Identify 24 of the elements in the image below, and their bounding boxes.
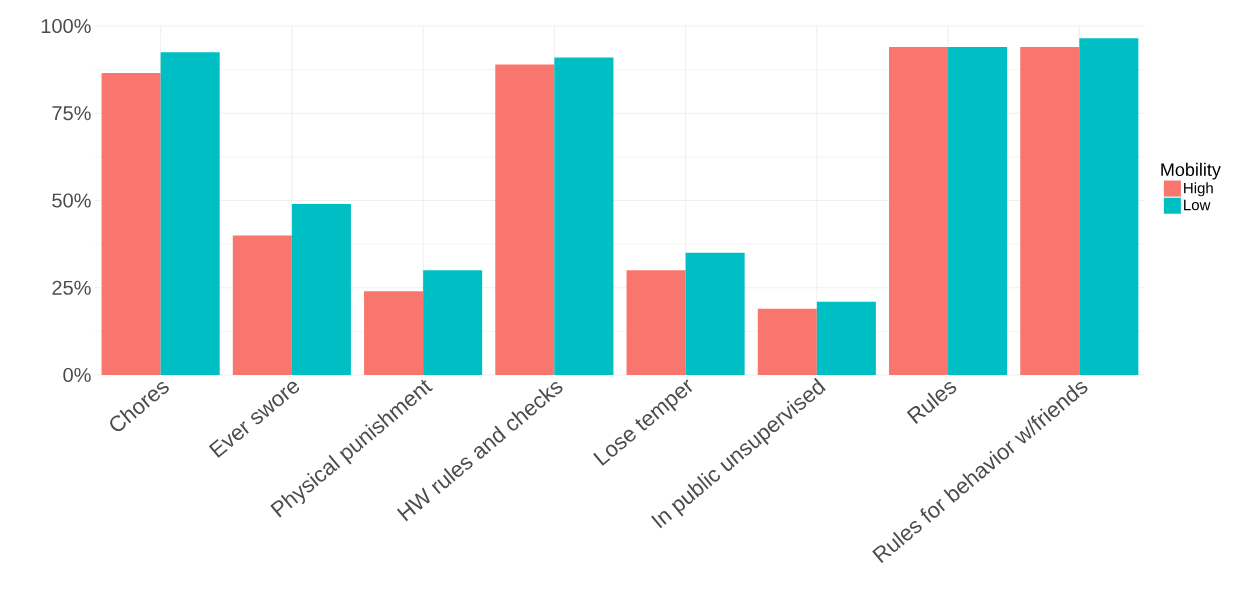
bar	[291, 203, 351, 375]
bar	[889, 46, 949, 375]
y-tick-label: 100%	[41, 18, 91, 34]
bar	[232, 235, 292, 375]
y-tick-label: 75%	[52, 106, 91, 121]
bar	[1020, 46, 1080, 375]
bar	[948, 46, 1008, 375]
legend-label: Low	[1184, 199, 1211, 211]
legend-title: Mobility	[1161, 162, 1221, 180]
bar	[101, 73, 161, 375]
bar	[160, 52, 220, 375]
y-tick-label: 50%	[52, 193, 91, 208]
bar	[757, 308, 817, 375]
legend-label: High	[1184, 182, 1213, 197]
bar	[554, 57, 614, 375]
bar	[816, 301, 876, 375]
y-tick-label: 0%	[63, 367, 91, 383]
bar	[1079, 38, 1139, 375]
y-tick-label: 25%	[52, 280, 91, 295]
bar	[495, 64, 555, 375]
bar	[364, 291, 424, 375]
bar	[685, 252, 745, 375]
bar	[626, 270, 686, 375]
bar	[423, 270, 483, 375]
